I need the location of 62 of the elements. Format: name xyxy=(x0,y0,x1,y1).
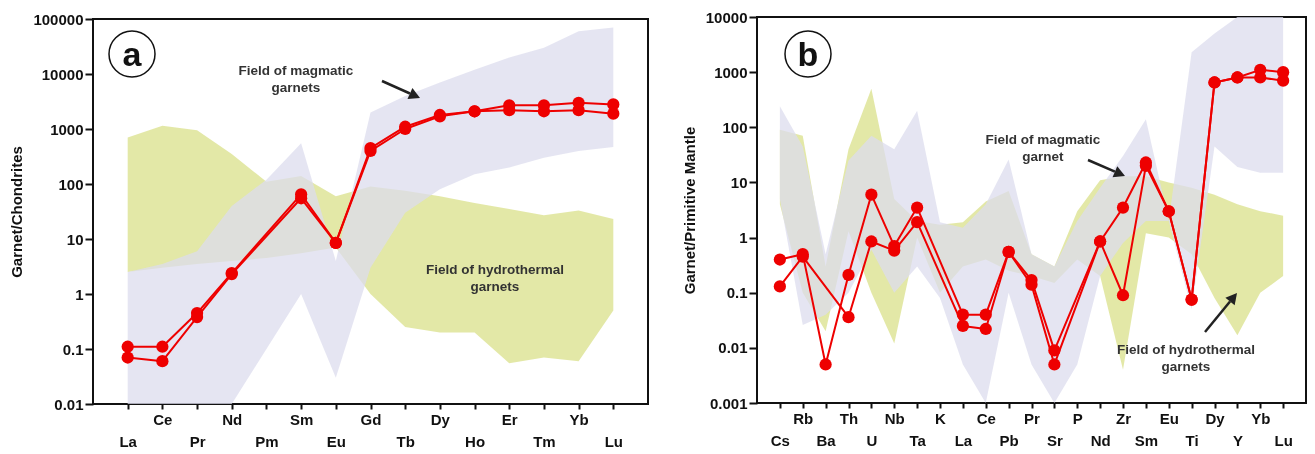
x-tick-label: Sm xyxy=(1134,431,1159,449)
x-tick-label: Eu xyxy=(326,432,346,450)
x-tick-label: Ti xyxy=(1185,431,1199,449)
x-tick-label: Tm xyxy=(533,432,556,450)
y-tick-label: 0.1 xyxy=(62,340,84,358)
annotation: Field of hydrothermal garnets xyxy=(425,261,565,295)
x-tick-label: Zr xyxy=(1116,409,1132,427)
y-tick-label: 0.01 xyxy=(718,339,748,357)
y-axis-title: Garnet/Chondrites xyxy=(8,146,26,278)
y-tick-label: 10000 xyxy=(41,65,84,83)
y-tick-label: 10000 xyxy=(705,8,748,26)
x-tick-label: Rb xyxy=(793,409,814,427)
y-tick-label: 1 xyxy=(739,229,748,247)
annotation: Field of hydrothermal garnets xyxy=(1116,341,1256,375)
x-tick-label: Pr xyxy=(189,432,206,450)
y-tick-label: 1 xyxy=(75,285,84,303)
y-axis-title: Garnet/Primitive Mantle xyxy=(680,126,698,295)
x-tick-label: La xyxy=(119,432,138,450)
x-tick-label: Eu xyxy=(1159,409,1179,427)
x-tick-label: Nb xyxy=(884,409,905,427)
x-tick-label: Gd xyxy=(360,410,382,428)
x-tick-label: Sm xyxy=(289,410,314,428)
x-tick-label: Yb xyxy=(1251,409,1271,427)
x-tick-label: Pm xyxy=(255,432,279,450)
x-tick-label: Dy xyxy=(430,410,451,428)
x-tick-label: Nd xyxy=(1090,431,1111,449)
x-tick-label: Yb xyxy=(569,410,589,428)
x-tick-label: Ba xyxy=(816,431,837,449)
x-tick-label: Nd xyxy=(222,410,243,428)
x-tick-label: Er xyxy=(501,410,518,428)
annotation: Field of magmatic garnets xyxy=(238,62,354,96)
y-tick-label: 100 xyxy=(58,175,84,193)
x-tick-label: Y xyxy=(1232,431,1243,449)
x-tick-label: U xyxy=(866,431,878,449)
x-tick-label: Ho xyxy=(465,432,486,450)
x-tick-label: K xyxy=(935,409,947,427)
x-tick-label: Pr xyxy=(1024,409,1041,427)
x-tick-label: Cs xyxy=(770,431,790,449)
y-tick-label: 1000 xyxy=(50,120,84,138)
x-tick-label: La xyxy=(954,431,973,449)
y-tick-label: 100 xyxy=(722,118,748,136)
y-tick-label: 100000 xyxy=(33,10,84,28)
y-tick-label: 0.01 xyxy=(54,395,84,413)
x-tick-label: Ce xyxy=(153,410,173,428)
y-tick-label: 0.001 xyxy=(709,394,748,412)
x-tick-label: Ta xyxy=(909,431,927,449)
x-tick-label: P xyxy=(1072,409,1083,427)
y-tick-label: 10 xyxy=(730,173,748,191)
annotation: b xyxy=(797,35,819,73)
annotation: a xyxy=(122,35,142,73)
x-tick-label: Lu xyxy=(1274,431,1293,449)
x-tick-label: Th xyxy=(839,409,859,427)
y-tick-label: 1000 xyxy=(714,63,748,81)
annotation: Field of magmatic garnet xyxy=(985,131,1101,165)
x-tick-label: Pb xyxy=(999,431,1019,449)
x-tick-label: Sr xyxy=(1046,431,1063,449)
y-tick-label: 10 xyxy=(66,230,84,248)
y-tick-label: 0.1 xyxy=(726,284,748,302)
x-tick-label: Dy xyxy=(1205,409,1226,427)
x-tick-label: Tb xyxy=(396,432,415,450)
x-tick-label: Ce xyxy=(976,409,996,427)
x-tick-label: Lu xyxy=(604,432,623,450)
